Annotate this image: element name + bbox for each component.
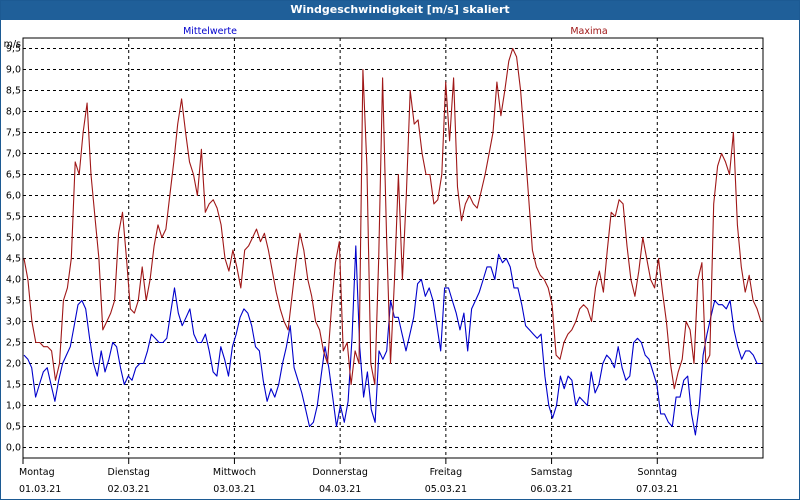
plot-area [22, 37, 764, 459]
y-tick-label: 8,0 [6, 107, 21, 118]
y-tick-label: 1,0 [6, 401, 21, 412]
legend-maxima: Maxima [570, 26, 607, 37]
grid-lines [23, 38, 763, 458]
y-tick-label: 9,5 [6, 44, 21, 55]
y-tick-label: 6,5 [6, 170, 21, 181]
y-tick-label: 1,5 [6, 380, 21, 391]
y-axis: 0,0 0,5 1,0 1,5 2,0 2,5 3,0 3,5 4,0 4,5 5,0 5,5 6,0 6… [4, 39, 21, 454]
y-tick-label: 4,0 [6, 275, 21, 286]
x-tick-day: Mittwoch [213, 467, 256, 478]
y-tick-label: 2,0 [6, 359, 21, 370]
y-tick-label: 0,5 [6, 422, 21, 433]
y-tick-label: 0,0 [6, 443, 21, 454]
x-tick-day: Dienstag [108, 467, 150, 478]
y-tick-label: 3,5 [6, 296, 21, 307]
x-tick-date: 04.03.21 [319, 484, 361, 495]
y-tick-label: 8,5 [6, 86, 21, 97]
y-tick-label: 3,0 [6, 317, 21, 328]
series-line-mittelwerte [23, 245, 761, 436]
x-tick-date: 07.03.21 [636, 484, 678, 495]
x-tick-day: Donnerstag [312, 467, 367, 478]
x-tick-date: 01.03.21 [19, 484, 61, 495]
x-tick-date: 06.03.21 [530, 484, 572, 495]
x-tick-date: 02.03.21 [108, 484, 150, 495]
y-tick-label: 2,5 [6, 338, 21, 349]
legend: Mittelwerte Maxima [183, 26, 608, 37]
y-tick-label: 6,0 [6, 191, 21, 202]
y-axis-label: m/s [4, 39, 21, 50]
x-tick-day: Montag [19, 467, 55, 478]
y-tick-label: 9,0 [6, 65, 21, 76]
series-line-maxima [23, 47, 762, 390]
x-tick-day: Sonntag [638, 467, 677, 478]
y-tick-label: 5,5 [6, 212, 21, 223]
x-tick-day: Freitag [430, 467, 463, 478]
y-tick-label: 7,5 [6, 128, 21, 139]
x-tick-date: 03.03.21 [213, 484, 255, 495]
legend-mittelwerte: Mittelwerte [183, 26, 237, 37]
x-axis: Montag 01.03.21 Dienstag 02.03.21 Mittwoch 03… [19, 458, 678, 495]
window-title: Windgeschwindigkeit [m/s] skaliert [1, 1, 799, 20]
series-lines [23, 47, 762, 436]
y-tick-label: 7,0 [6, 149, 21, 160]
y-tick-label: 5,0 [6, 233, 21, 244]
x-tick-date: 05.03.21 [425, 484, 467, 495]
y-tick-label: 4,5 [6, 254, 21, 265]
x-tick-day: Samstag [531, 467, 573, 478]
